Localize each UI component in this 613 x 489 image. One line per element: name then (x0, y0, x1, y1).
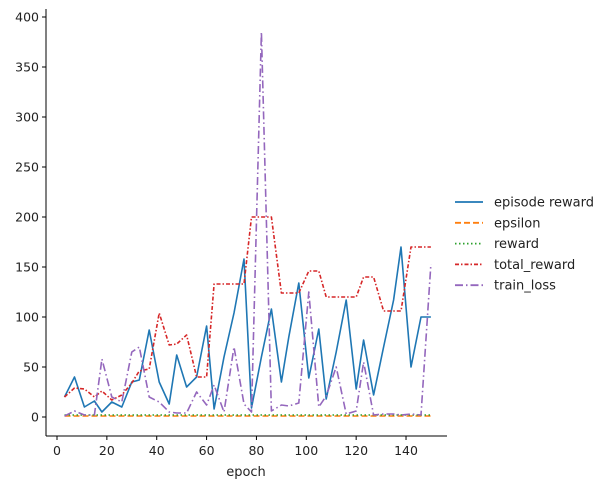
y-tick-label: 100 (15, 310, 39, 325)
x-tick-label: 0 (53, 443, 61, 458)
x-tick-label: 40 (149, 443, 165, 458)
series-line-total-reward (63, 216, 431, 401)
series-line-train-loss (64, 31, 432, 417)
y-ticks: 0 50 100 150 200 250 300 350 400 (15, 10, 46, 425)
legend-label: episode reward (494, 196, 594, 211)
legend-label: reward (494, 237, 539, 252)
x-tick-label: 20 (99, 443, 115, 458)
x-axis-label: epoch (226, 465, 266, 480)
y-tick-label: 400 (15, 10, 39, 25)
plot-area (63, 31, 432, 417)
legend-label: epsilon (494, 216, 540, 231)
x-tick-label: 140 (394, 443, 418, 458)
x-tick-label: 80 (248, 443, 264, 458)
x-tick-label: 120 (344, 443, 368, 458)
x-tick-label: 100 (294, 443, 318, 458)
y-tick-label: 350 (15, 60, 39, 75)
legend: episode reward epsilon reward total_rewardt… (455, 196, 594, 294)
x-ticks: 0 20 40 60 80 100 120 140 (53, 436, 418, 458)
legend-label: total_reward (494, 258, 575, 273)
series-line-episode-reward (63, 246, 431, 413)
y-tick-label: 0 (31, 410, 39, 425)
x-tick-label: 60 (199, 443, 215, 458)
y-tick-label: 300 (15, 110, 39, 125)
y-tick-label: 250 (15, 160, 39, 175)
y-tick-label: 50 (23, 360, 39, 375)
y-tick-label: 150 (15, 260, 39, 275)
legend-label: train_loss (494, 279, 556, 294)
y-tick-label: 200 (15, 210, 39, 225)
